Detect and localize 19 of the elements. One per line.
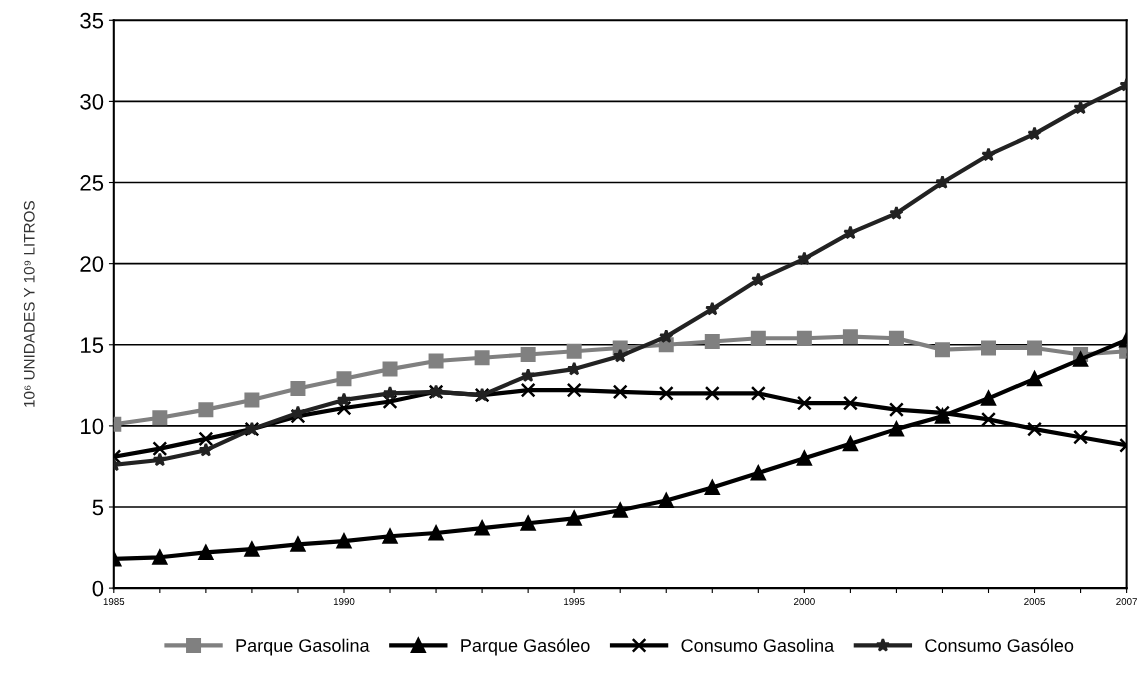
y-tick-label: 35 [80,12,104,29]
y-tick-label: 30 [80,93,104,110]
y-tick-label: 0 [92,580,104,597]
x-tick-label: 2007 [1116,598,1137,605]
legend-label: Consumo Gasolina [681,638,835,652]
y-tick-label: 25 [80,175,104,191]
x-tick-label: 1995 [564,598,585,605]
y-tick-label: 20 [80,256,104,272]
x-tick-label: 1985 [103,598,125,605]
y-tick-label: 15 [81,337,104,354]
x-tick-label: 1990 [333,598,355,605]
y-axis-title: 10⁶ UNIDADES Y 10⁹ LITROS [23,201,35,407]
legend-label: Consumo Gasóleo [925,638,1074,652]
y-tick-label: 5 [92,499,104,516]
y-tick-label: 10 [81,418,104,435]
legend-label: Parque Gasóleo [461,638,590,656]
x-tick-label: 2000 [794,598,815,605]
legend-label: Parque Gasolina [236,638,370,656]
x-tick-label: 2005 [1024,598,1045,605]
